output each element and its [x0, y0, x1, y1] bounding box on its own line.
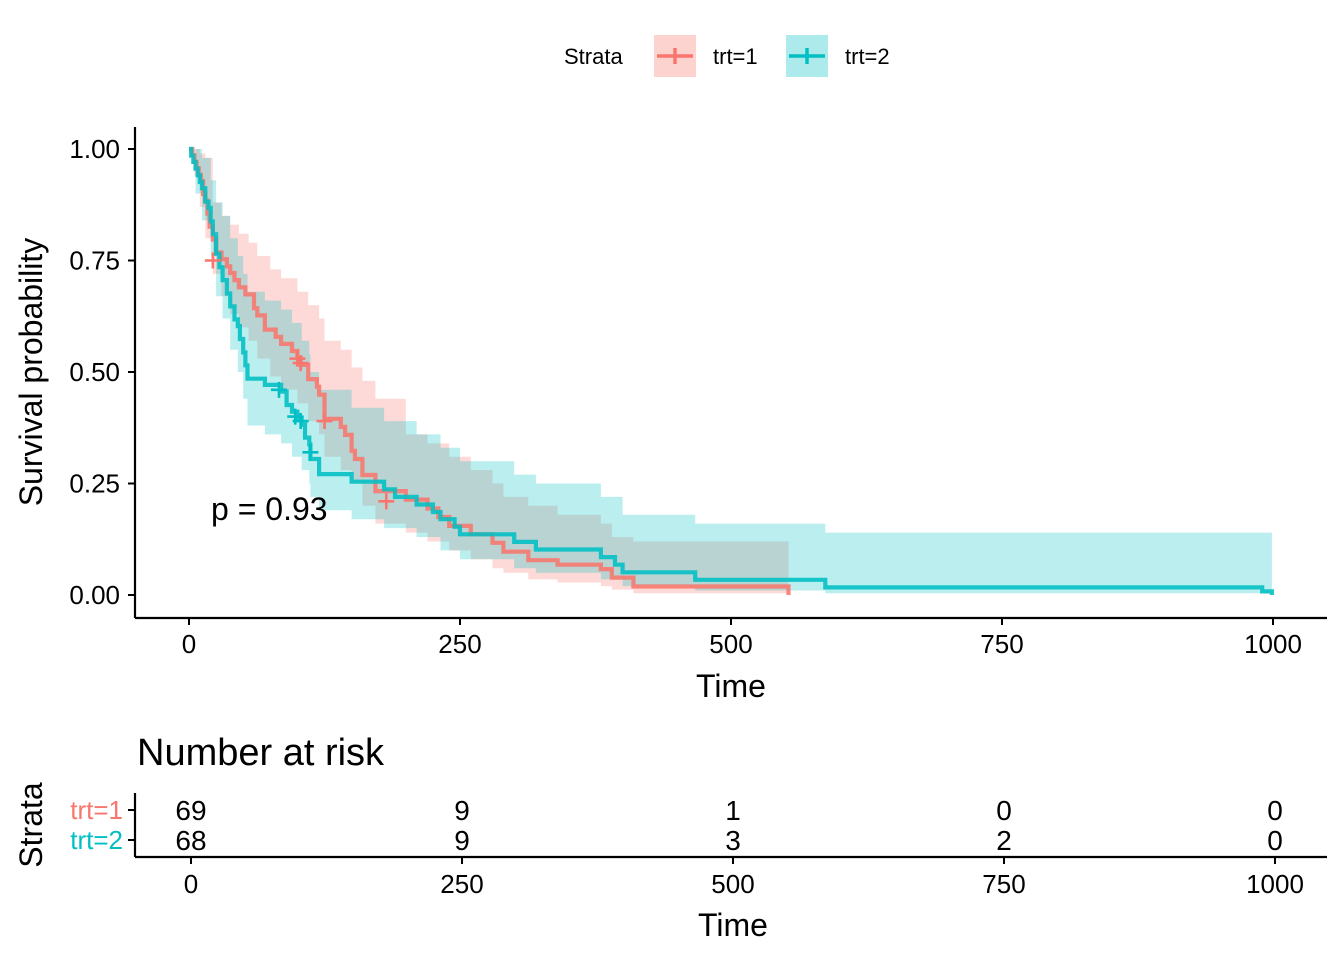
risk-count-trt2: 68	[175, 825, 206, 856]
risk-x-tick-label: 250	[440, 869, 483, 899]
risk-count-trt2: 0	[1267, 825, 1283, 856]
risk-count-trt1: 1	[725, 795, 741, 826]
risk-count-trt2: 2	[996, 825, 1012, 856]
x-tick-label: 0	[182, 629, 196, 659]
legend-title: Strata	[564, 44, 623, 69]
risk-x-axis-title: Time	[698, 907, 768, 943]
legend-item-trt2: trt=2	[786, 35, 890, 77]
x-tick-label: 250	[438, 629, 481, 659]
risk-row-label-trt1: trt=1	[70, 795, 123, 825]
plot-area: 0.00 0.25 0.50 0.75 1.00 0 250 500 750 1000 Time…	[13, 127, 1327, 704]
risk-count-trt1: 0	[996, 795, 1012, 826]
y-tick-label: 0.50	[69, 357, 120, 387]
x-tick-label: 1000	[1244, 629, 1302, 659]
survival-line-trt2	[189, 146, 1274, 595]
y-tick-label: 0.25	[69, 469, 120, 499]
x-axis-title: Time	[696, 668, 766, 704]
x-tick-label: 500	[709, 629, 752, 659]
risk-x-tick-label: 500	[711, 869, 754, 899]
censor-mark-trt1	[292, 355, 309, 372]
y-axis-title: Survival probability	[13, 238, 49, 507]
y-tick-label: 1.00	[69, 134, 120, 164]
risk-count-trt1: 69	[175, 795, 206, 826]
x-tick-label: 750	[980, 629, 1023, 659]
risk-x-tick-label: 1000	[1246, 869, 1304, 899]
risk-table-title: Number at risk	[137, 732, 385, 774]
p-value-annotation: p = 0.93	[211, 491, 328, 527]
censor-mark-trt1	[378, 493, 395, 510]
legend-line-trt2	[789, 48, 825, 64]
legend: Strata trt=1 trt=2	[564, 35, 890, 77]
risk-x-tick-label: 750	[982, 869, 1025, 899]
legend-label-trt2: trt=2	[845, 44, 890, 69]
censor-mark-trt2	[302, 444, 319, 461]
censor-mark-trt2	[292, 413, 309, 430]
legend-line-trt1	[657, 48, 693, 64]
risk-count-trt2: 9	[454, 825, 470, 856]
risk-x-tick-label: 0	[184, 869, 198, 899]
legend-label-trt1: trt=1	[713, 44, 758, 69]
censor-mark-trt1	[204, 252, 221, 269]
confidence-band-trt2	[189, 149, 1272, 594]
risk-y-axis-title: Strata	[13, 782, 49, 868]
risk-count-trt1: 0	[1267, 795, 1283, 826]
censor-mark-trt2	[270, 381, 287, 398]
legend-item-trt1: trt=1	[654, 35, 758, 77]
risk-count-trt1: 9	[454, 795, 470, 826]
censor-mark-trt1	[316, 413, 333, 430]
risk-row-label-trt2: trt=2	[70, 825, 123, 855]
risk-count-trt2: 3	[725, 825, 741, 856]
y-tick-label: 0.75	[69, 246, 120, 276]
y-tick-label: 0.00	[69, 580, 120, 610]
